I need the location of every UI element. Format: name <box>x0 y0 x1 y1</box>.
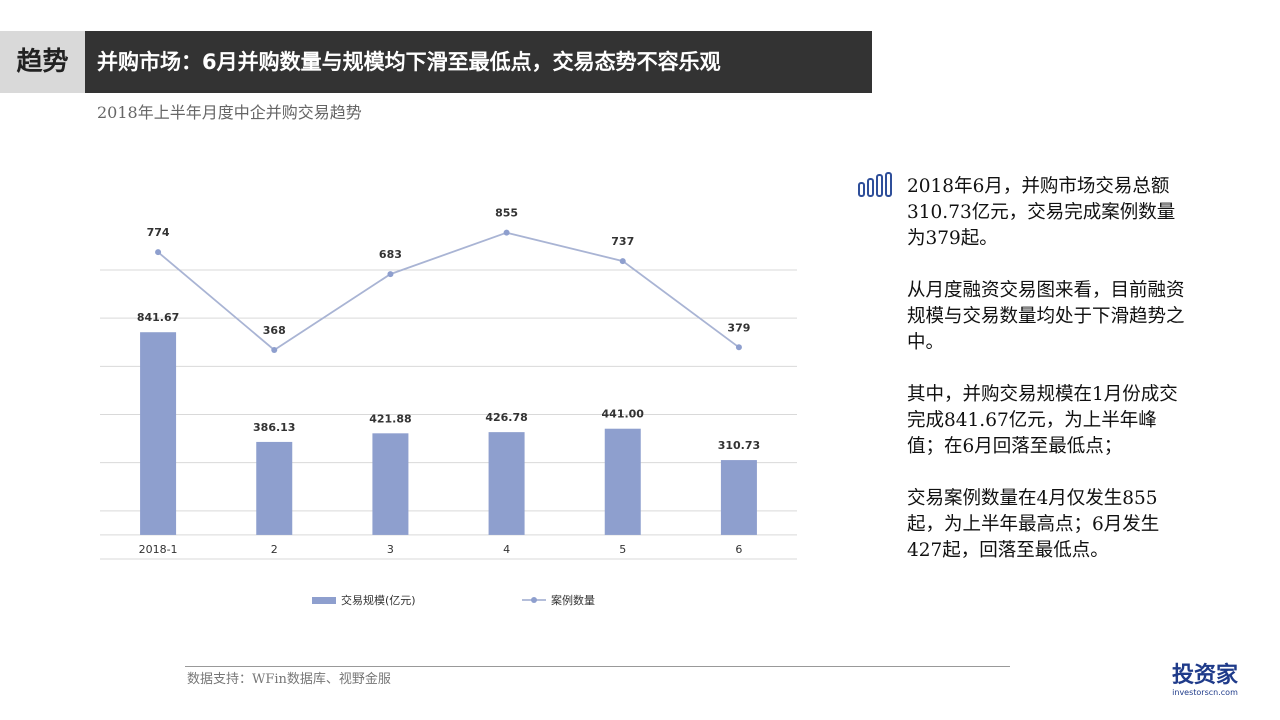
legend-swatch <box>531 597 537 603</box>
bar <box>488 432 525 535</box>
footer-rule <box>185 666 1010 667</box>
data-label: 855 <box>495 207 518 220</box>
data-label: 310.73 <box>718 439 760 452</box>
point <box>619 258 626 265</box>
data-label: 841.67 <box>137 311 179 324</box>
data-label: 774 <box>147 226 170 239</box>
footer: 数据支持：WFin数据库、视野金服 <box>187 672 391 687</box>
x-tick-label: 2018-1 <box>139 543 178 556</box>
legend-swatch <box>312 597 336 604</box>
legend-label: 交易规模(亿元) <box>341 593 416 607</box>
bar <box>256 441 293 535</box>
section-tag: 趋势 <box>0 31 85 93</box>
logo-url: investorscn.com <box>1172 688 1238 697</box>
logo: 投资家 investorscn.com <box>1172 664 1238 698</box>
x-tick-label: 6 <box>735 543 742 556</box>
data-label: 426.78 <box>485 411 527 424</box>
data-label: 683 <box>379 248 402 261</box>
bar <box>372 433 409 535</box>
chart-title: 2018年上半年月度中企并购交易趋势 <box>97 103 362 122</box>
x-tick-label: 5 <box>619 543 626 556</box>
point <box>155 249 162 256</box>
bar <box>720 460 757 535</box>
notes: 2018年6月，并购市场交易总额310.73亿元，交易完成案例数量为379起。 … <box>907 174 1189 590</box>
bar <box>140 332 177 535</box>
data-label: 441.00 <box>602 408 645 421</box>
bar <box>604 428 641 535</box>
note: 2018年6月，并购市场交易总额310.73亿元，交易完成案例数量为379起。 <box>907 176 1176 249</box>
bar-icon <box>858 172 892 197</box>
note: 从月度融资交易图来看，目前融资规模与交易数量均处于下滑趋势之中。 <box>907 280 1185 353</box>
logo-name: 投资家 <box>1172 663 1239 688</box>
line <box>157 231 740 352</box>
data-label: 386.13 <box>253 421 295 434</box>
x-tick-label: 3 <box>387 543 394 556</box>
point <box>503 229 510 236</box>
x-tick-label: 4 <box>503 543 510 556</box>
slide-title: 并购市场：6月并购数量与规模均下滑至最低点，交易态势不容乐观 <box>85 31 872 93</box>
x-tick-label: 2 <box>271 543 278 556</box>
data-label: 737 <box>611 235 634 248</box>
legend-label: 案例数量 <box>551 593 595 607</box>
data-label: 368 <box>263 324 286 337</box>
data-label: 421.88 <box>369 412 411 425</box>
point <box>735 344 742 351</box>
note: 其中，并购交易规模在1月份成交完成841.67亿元，为上半年峰值；在6月回落至最… <box>907 384 1178 457</box>
point <box>387 271 394 278</box>
data-label: 379 <box>727 321 750 334</box>
point <box>271 346 278 353</box>
note: 交易案例数量在4月仅发生855起，为上半年最高点；6月发生427起，回落至最低点… <box>907 488 1160 561</box>
